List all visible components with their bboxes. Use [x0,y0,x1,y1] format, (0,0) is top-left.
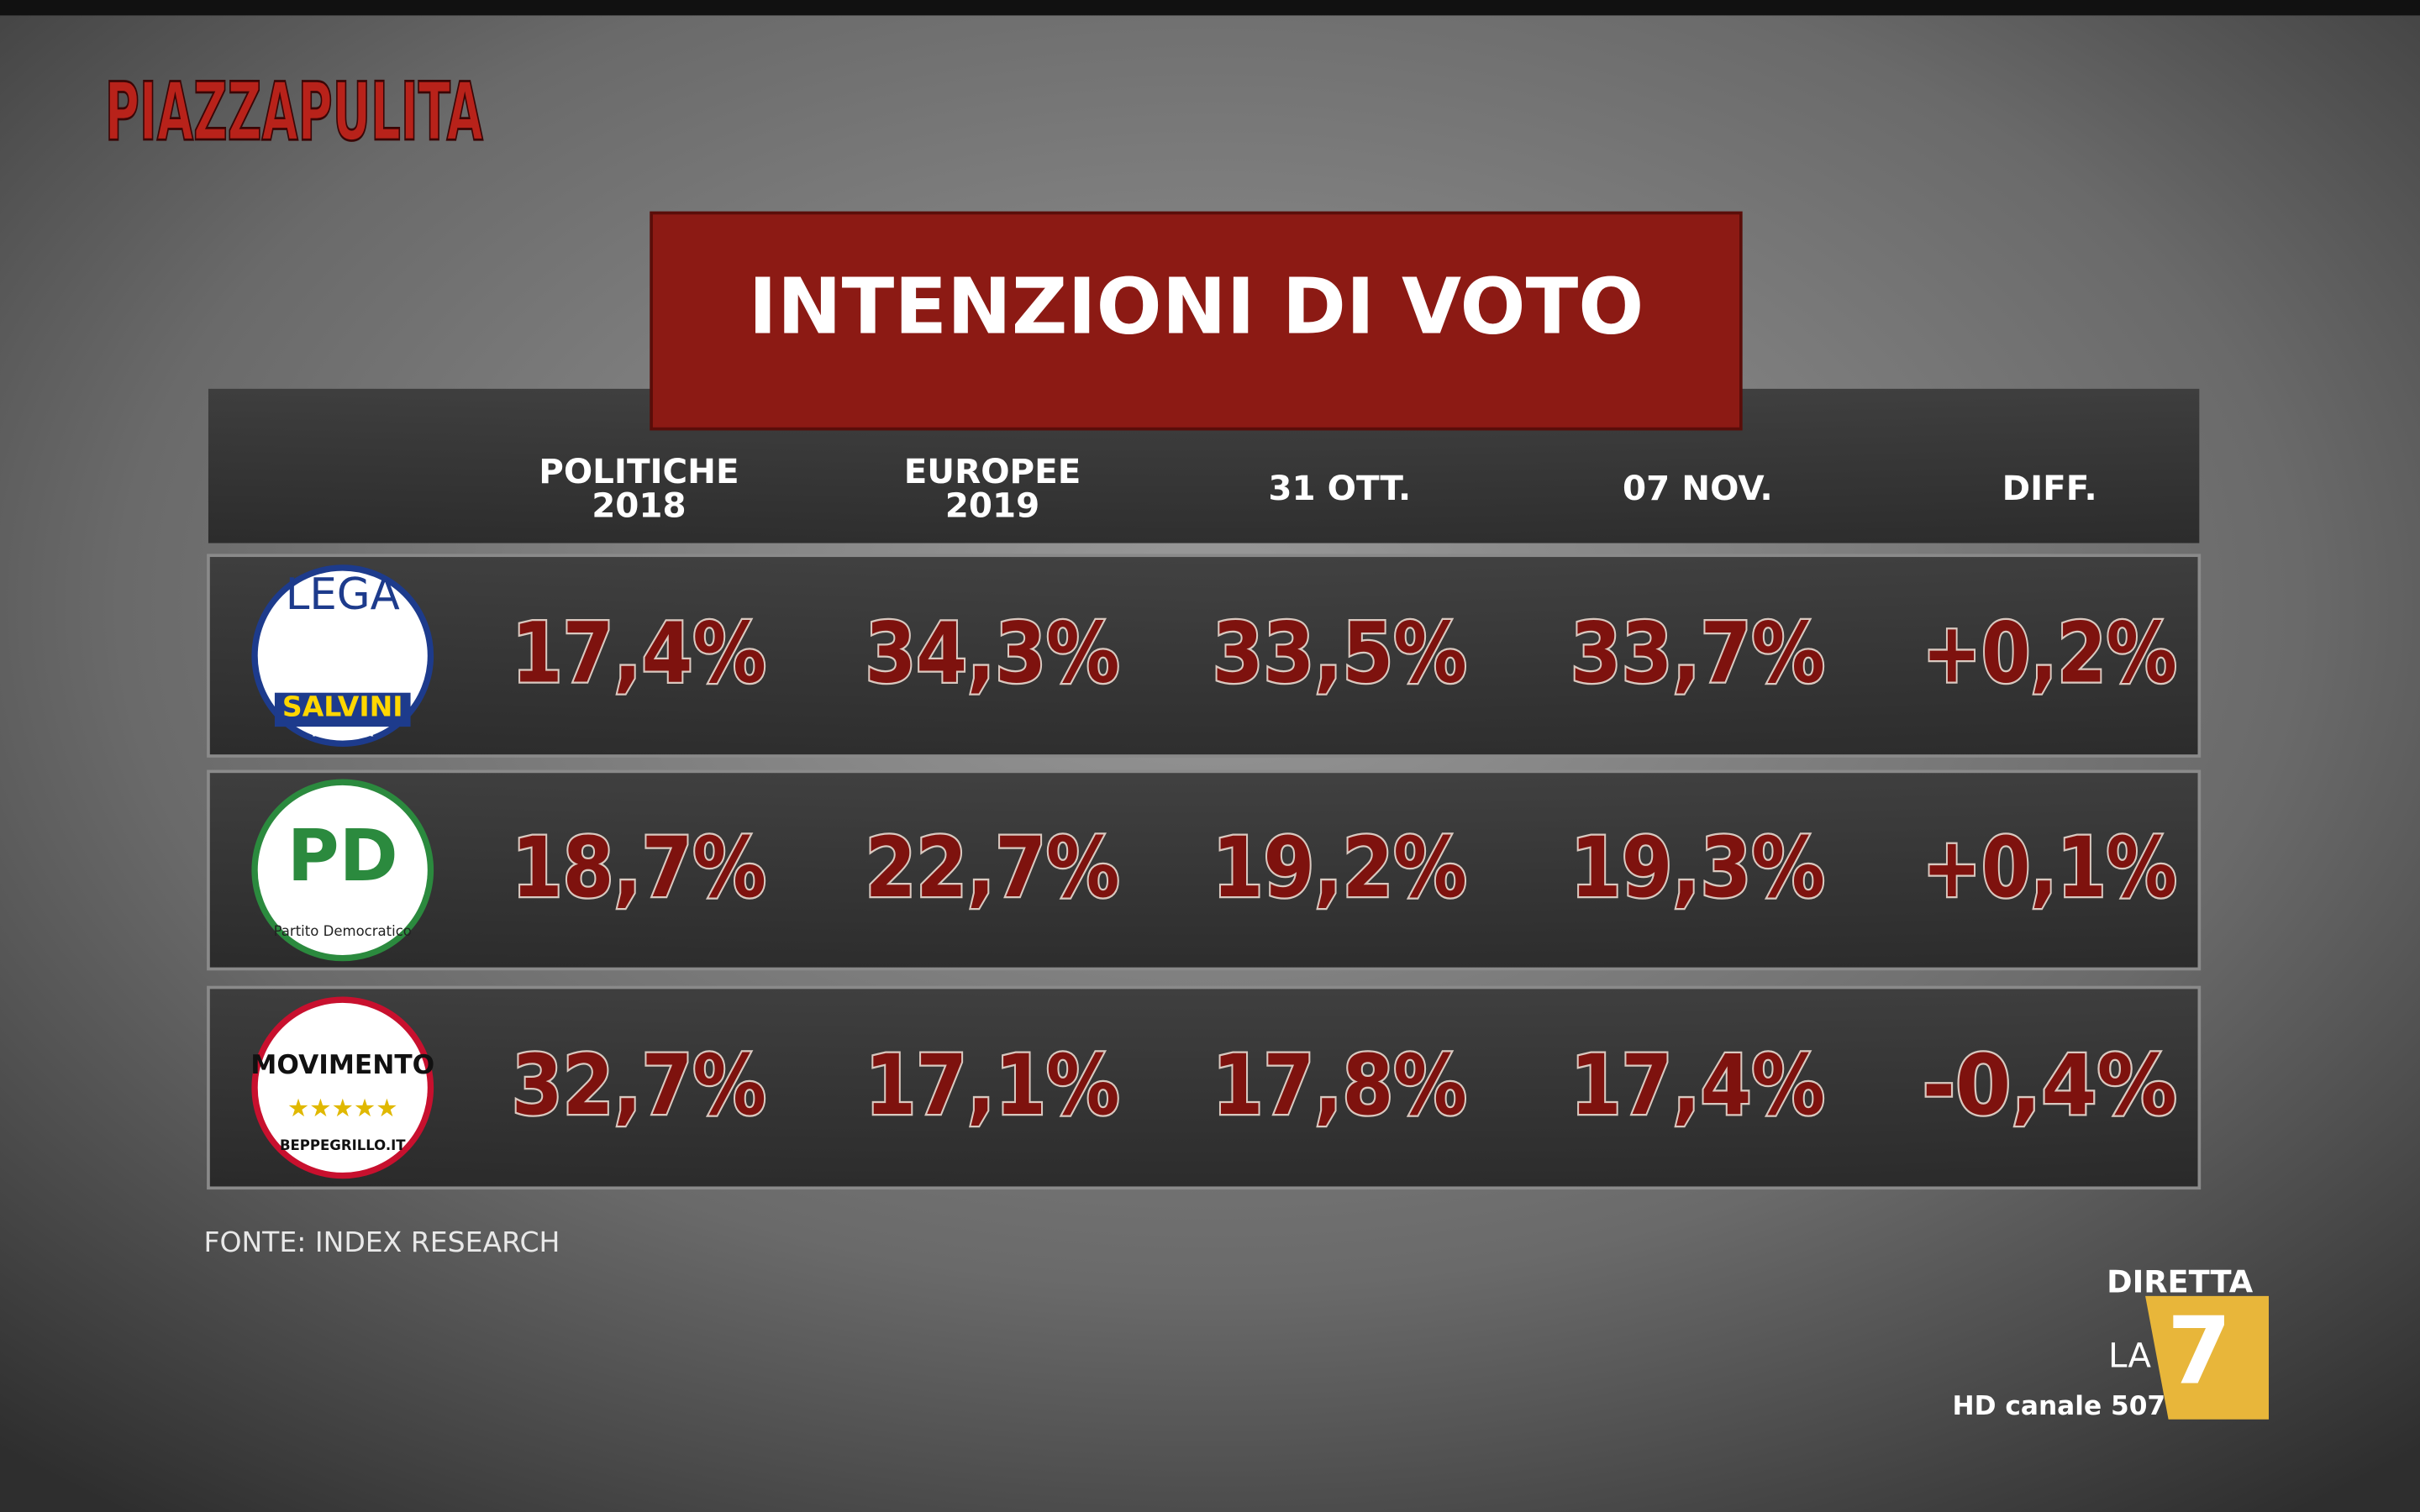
channel-logo-shape [2145,1295,2269,1420]
table-row [207,985,2202,1190]
brand-logo: PIAZZAPULITA [105,65,483,159]
channel-number: 7 [2167,1298,2232,1405]
table-cell: 19,2% [1213,820,1467,916]
channel-name: LA [2108,1335,2151,1375]
top-edge [0,0,2420,16]
logo-text: PREMIER [312,725,374,739]
table-cell: 33,7% [1570,606,1825,702]
title: INTENZIONI DI VOTO [749,261,1644,351]
column-header: POLITICHE [539,451,739,491]
table-cell: 17,4% [512,606,766,702]
column-header: 31 OTT. [1268,468,1411,508]
column-header: EUROPEE [904,451,1081,491]
column-header: 2018 [592,485,686,525]
table-cell: 22,7% [865,820,1119,916]
table-cell: 32,7% [512,1037,766,1134]
table-cell: 17,1% [865,1037,1119,1134]
logo-text: SALVINI [282,690,403,723]
party-logo [251,779,434,962]
table-cell: 18,7% [512,820,766,916]
column-header: 2019 [945,485,1039,525]
table-cell: -0,4% [1923,1037,2177,1134]
column-header: 07 NOV. [1623,468,1773,508]
logo-text: Partito Democratico [274,923,412,939]
logo-band [274,692,411,727]
title-box [650,211,1743,431]
logo-text: PD [287,815,398,897]
table-cell: 17,8% [1213,1037,1467,1134]
table-cell: 17,4% [1570,1037,1825,1134]
source-note: FONTE: INDEX RESEARCH [203,1226,560,1258]
live-label: DIRETTA [2107,1264,2254,1300]
table-row [207,554,2202,758]
hd-label: HD canale 507 [1952,1391,2165,1421]
logo-text: BEPPEGRILLO.IT [280,1137,406,1153]
logo-text: LEGA [286,570,400,620]
column-header: DIFF. [2002,468,2097,508]
table-row [207,769,2202,971]
party-logo [251,996,434,1179]
logo-text: MOVIMENTO [250,1050,434,1080]
table-cell: 19,3% [1570,820,1825,916]
table-cell: 33,5% [1213,606,1467,702]
table-cell: +0,1% [1923,820,2177,916]
table-cell: 34,3% [865,606,1119,702]
table-cell: +0,2% [1923,606,2177,702]
logo-stars: ★★★★★ [287,1094,398,1122]
